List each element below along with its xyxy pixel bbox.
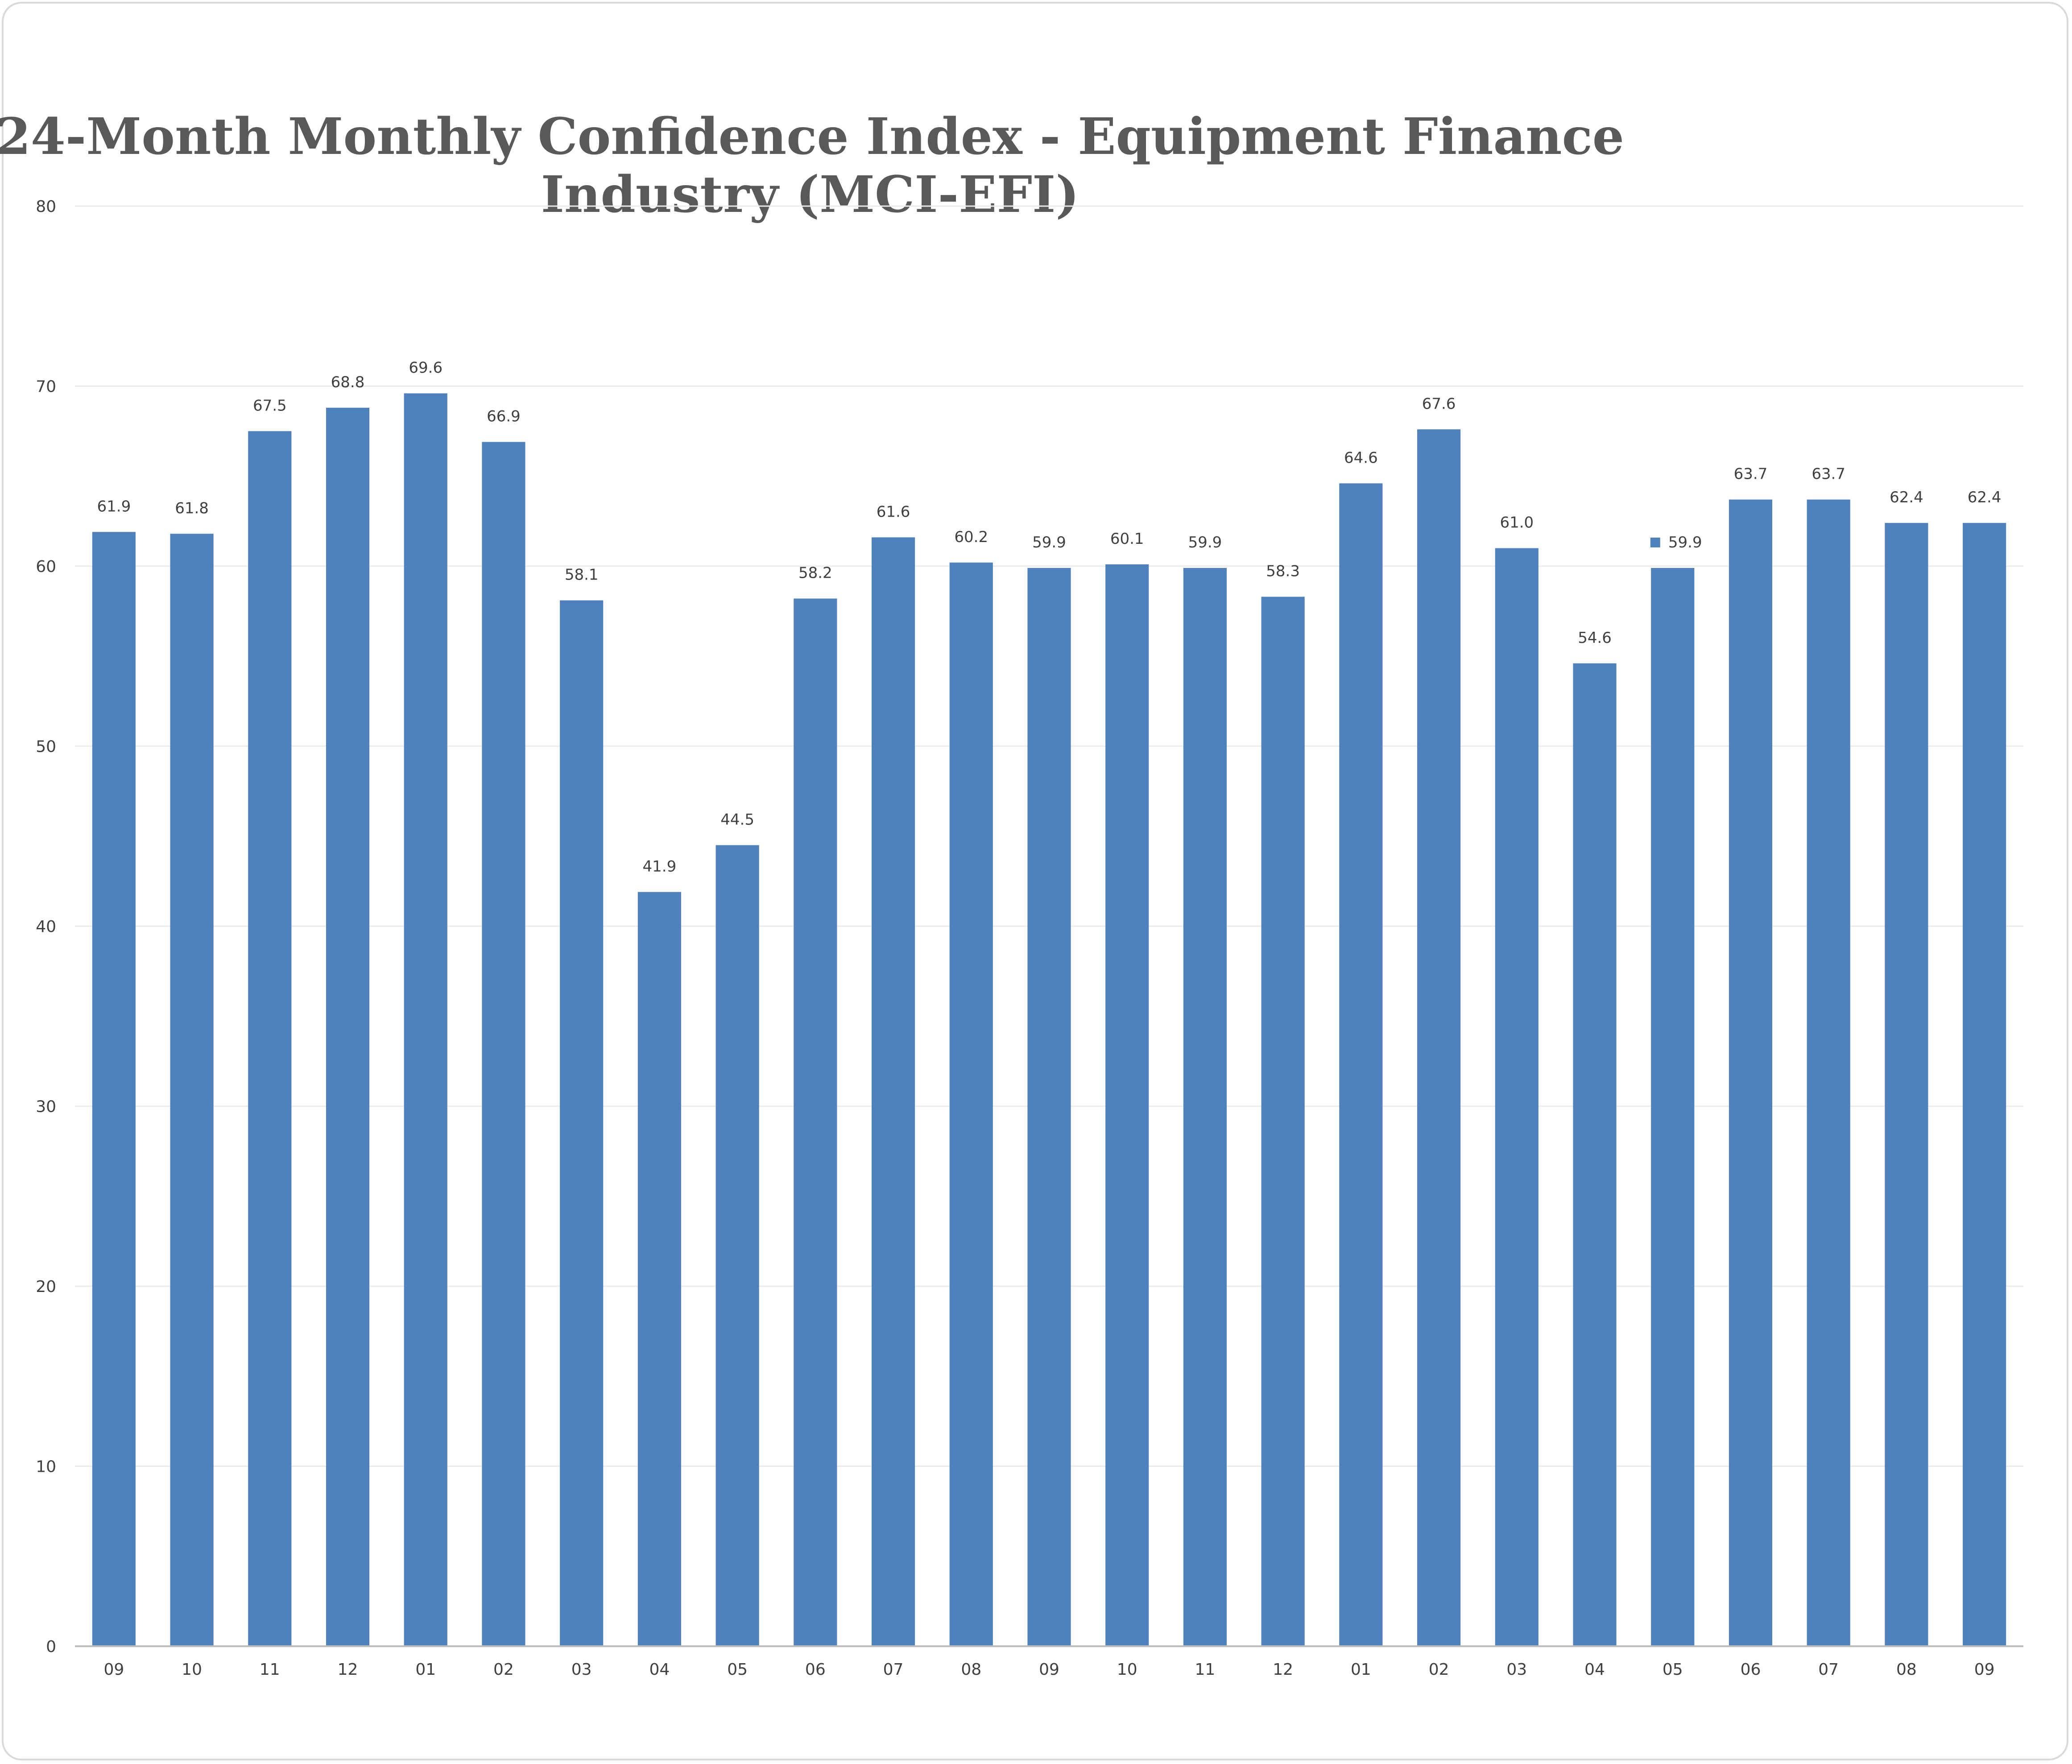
bars bbox=[92, 393, 2006, 1647]
data-label: 58.2 bbox=[798, 564, 832, 582]
y-axis-ticks: 0 10 20 30 40 50 60 70 80 bbox=[36, 198, 56, 1656]
bar bbox=[1105, 564, 1149, 1647]
data-label: 62.4 bbox=[1968, 489, 2002, 506]
x-tick-label: 04 bbox=[1584, 1660, 1605, 1679]
data-label: 58.1 bbox=[565, 566, 599, 584]
data-label: 54.6 bbox=[1578, 629, 1612, 647]
x-tick-label: 09 bbox=[103, 1660, 124, 1679]
bar bbox=[1963, 523, 2006, 1646]
y-tick-label: 0 bbox=[46, 1638, 56, 1656]
x-tick-label: 09 bbox=[1039, 1660, 1059, 1679]
bar bbox=[482, 442, 525, 1647]
x-tick-label: 11 bbox=[1195, 1660, 1216, 1679]
y-tick-label: 50 bbox=[36, 738, 56, 756]
chart-title-line-2: Industry (MCI-EFI) bbox=[541, 166, 1079, 224]
bar bbox=[92, 532, 136, 1646]
data-label: 60.2 bbox=[954, 528, 988, 546]
y-tick-label: 60 bbox=[36, 558, 56, 576]
bar bbox=[1729, 499, 1773, 1646]
bar bbox=[949, 562, 993, 1646]
bar bbox=[1807, 499, 1850, 1646]
chart-title-line-1: 24-Month Monthly Confidence Index - Equi… bbox=[0, 108, 1624, 166]
data-label: 41.9 bbox=[643, 857, 677, 875]
y-tick-label: 20 bbox=[36, 1278, 56, 1296]
data-label: 58.3 bbox=[1266, 563, 1300, 580]
x-tick-label: 01 bbox=[415, 1660, 436, 1679]
x-tick-label: 05 bbox=[1663, 1660, 1683, 1679]
data-label: 62.4 bbox=[1890, 489, 1923, 506]
y-tick-label: 80 bbox=[36, 198, 56, 216]
bar bbox=[404, 393, 447, 1646]
data-label: 60.1 bbox=[1110, 530, 1144, 548]
data-label: 64.6 bbox=[1344, 449, 1378, 467]
data-label: 63.7 bbox=[1734, 465, 1768, 483]
x-tick-label: 03 bbox=[1506, 1660, 1527, 1679]
x-tick-label: 03 bbox=[571, 1660, 592, 1679]
bar bbox=[1885, 523, 1928, 1646]
data-label: 61.0 bbox=[1500, 514, 1534, 532]
x-tick-label: 02 bbox=[1429, 1660, 1449, 1679]
data-label: 63.7 bbox=[1811, 465, 1845, 483]
bar bbox=[1183, 568, 1227, 1646]
data-label: 59.9 bbox=[1188, 534, 1222, 551]
data-label: 67.6 bbox=[1422, 395, 1456, 413]
bar bbox=[1417, 429, 1461, 1646]
y-tick-label: 40 bbox=[36, 918, 56, 936]
data-label: 59.9 bbox=[1668, 534, 1702, 551]
x-tick-label: 01 bbox=[1351, 1660, 1371, 1679]
data-label: 69.6 bbox=[409, 359, 443, 377]
data-label: 44.5 bbox=[720, 811, 754, 828]
x-tick-label: 07 bbox=[1818, 1660, 1839, 1679]
data-label: 61.8 bbox=[175, 499, 209, 517]
bar bbox=[1261, 596, 1305, 1646]
bar bbox=[326, 407, 370, 1647]
x-tick-label: 12 bbox=[338, 1660, 358, 1679]
data-labels: 61.9 61.8 67.5 68.8 69.6 66.9 58.1 41.9 44.5 58.2… bbox=[97, 359, 2002, 876]
y-tick-label: 10 bbox=[36, 1458, 56, 1476]
x-tick-label: 06 bbox=[805, 1660, 826, 1679]
y-tick-label: 30 bbox=[36, 1098, 56, 1116]
x-tick-label: 12 bbox=[1273, 1660, 1293, 1679]
x-tick-label: 05 bbox=[727, 1660, 748, 1679]
data-label: 61.6 bbox=[877, 503, 910, 521]
bar bbox=[871, 537, 915, 1646]
data-label: 66.9 bbox=[487, 408, 521, 426]
y-tick-label: 70 bbox=[36, 378, 56, 396]
x-tick-label: 09 bbox=[1974, 1660, 1995, 1679]
bar bbox=[637, 892, 681, 1646]
x-tick-label: 07 bbox=[883, 1660, 904, 1679]
bar bbox=[560, 600, 604, 1646]
x-tick-label: 08 bbox=[961, 1660, 981, 1679]
bar bbox=[1339, 483, 1383, 1646]
bar bbox=[794, 598, 837, 1647]
x-tick-label: 11 bbox=[260, 1660, 280, 1679]
x-tick-label: 08 bbox=[1896, 1660, 1917, 1679]
data-label: 59.9 bbox=[1032, 534, 1066, 551]
bar bbox=[1573, 663, 1617, 1646]
data-label-marker bbox=[1650, 538, 1660, 548]
x-tick-label: 04 bbox=[649, 1660, 670, 1679]
data-label: 67.5 bbox=[253, 397, 287, 414]
x-axis-ticks: 09 10 11 12 01 02 03 04 05 06 07 08 09 10 11 12 01 02 03 04… bbox=[103, 1660, 1994, 1679]
bar bbox=[1651, 568, 1695, 1646]
bar bbox=[1027, 568, 1071, 1646]
chart-title: 24-Month Monthly Confidence Index - Equi… bbox=[0, 108, 1624, 224]
bar bbox=[170, 534, 214, 1646]
data-label: 68.8 bbox=[331, 373, 365, 391]
bar bbox=[248, 431, 292, 1646]
bar bbox=[1495, 548, 1538, 1647]
x-tick-label: 02 bbox=[493, 1660, 514, 1679]
x-tick-label: 10 bbox=[182, 1660, 202, 1679]
bar bbox=[715, 845, 759, 1646]
data-label: 61.9 bbox=[97, 497, 131, 515]
x-tick-label: 06 bbox=[1741, 1660, 1761, 1679]
x-tick-label: 10 bbox=[1117, 1660, 1137, 1679]
